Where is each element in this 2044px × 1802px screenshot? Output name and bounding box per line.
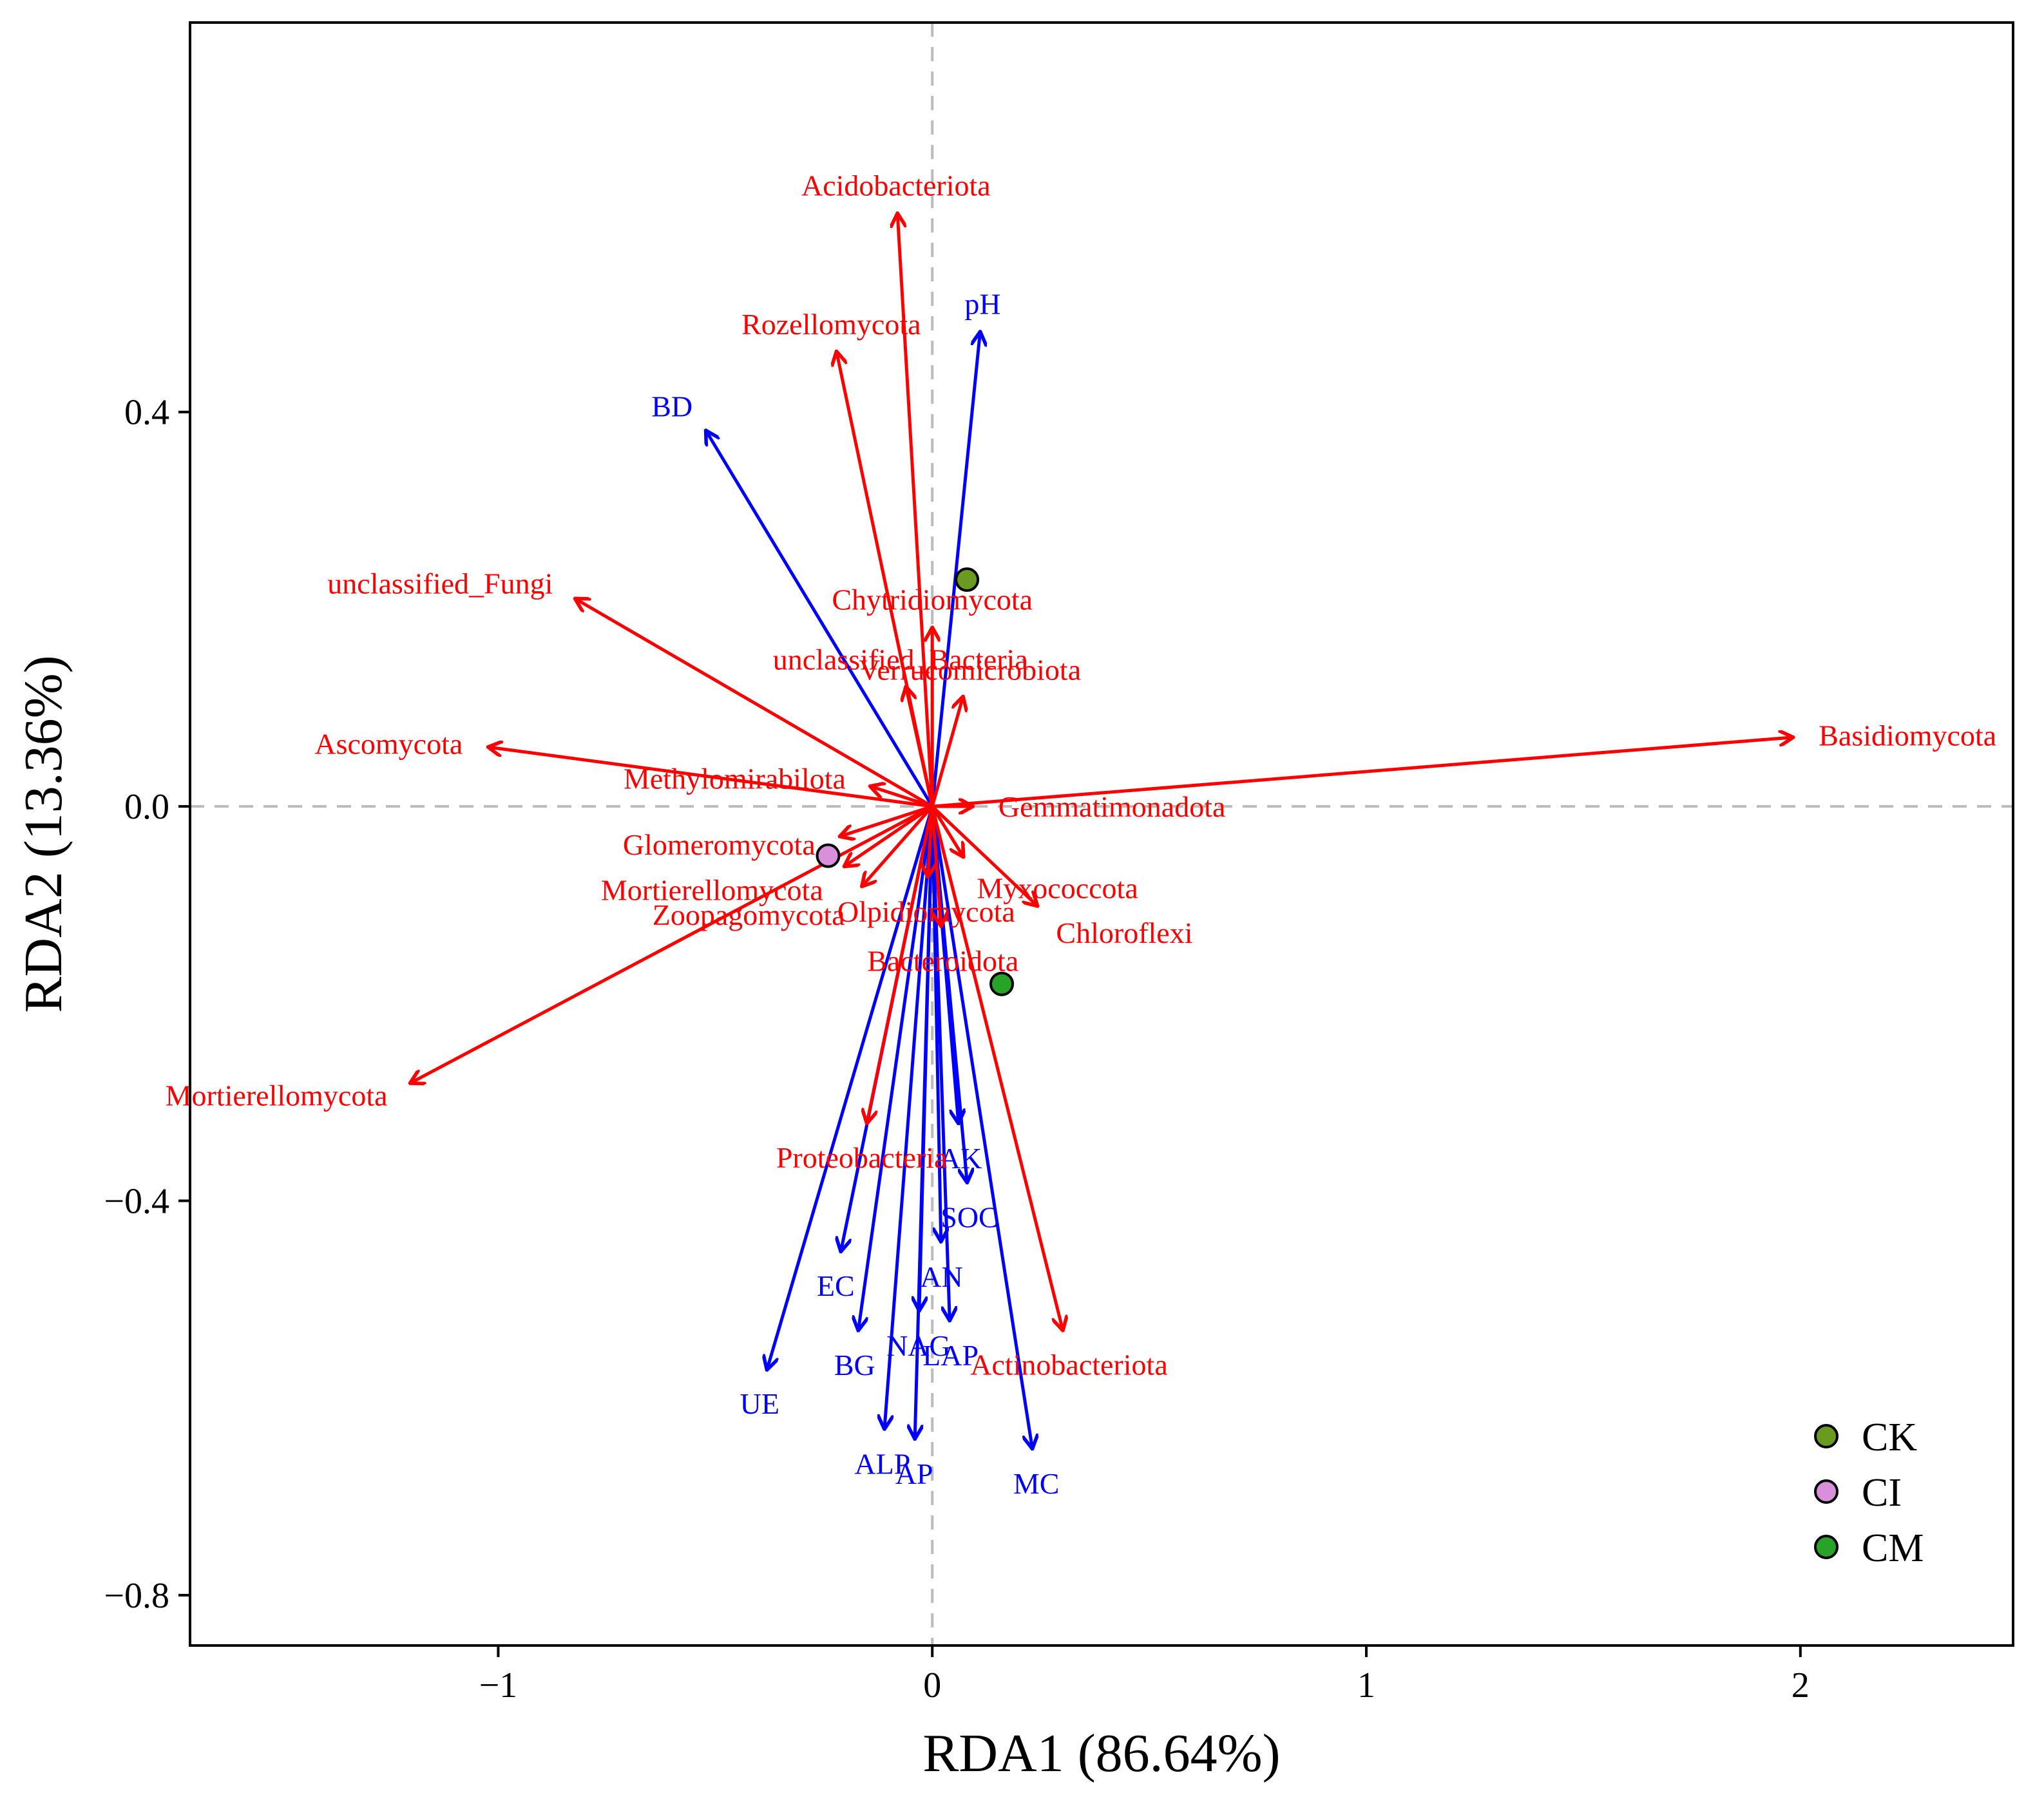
x-tick-label: 2: [1791, 1665, 1810, 1705]
species-vector-bacteroidota-16: [930, 806, 941, 925]
env-label-lap: LAP: [922, 1339, 979, 1372]
y-axis-title: RDA2 (13.36%): [14, 655, 73, 1012]
env-vector-ap: [915, 806, 934, 1437]
species-vector-unclassified-fungi-2: [577, 600, 933, 808]
sample-points: [816, 567, 1015, 996]
species-vectors: [412, 215, 1792, 1329]
env-vector-bd: [707, 432, 934, 808]
legend-label-ci: CI: [1862, 1471, 1902, 1515]
species-vector-unclassified-bacteria-5: [906, 688, 934, 807]
species-label-basidiomycota: Basidiomycota: [1819, 719, 1996, 752]
species-label-chytridiomycota: Chytridiomycota: [832, 583, 1033, 616]
env-label-ue: UE: [740, 1387, 779, 1420]
legend-label-cm: CM: [1862, 1526, 1924, 1570]
species-label-zoopagomycota: Zoopagomycota: [653, 898, 845, 931]
legend-marker-cm: [1814, 1535, 1839, 1559]
y-tick-label: 0.0: [124, 787, 169, 827]
sample-point-ck: [955, 567, 980, 593]
species-label-myxococcota: Myxococcota: [977, 871, 1138, 904]
env-label-an: AN: [920, 1260, 962, 1293]
legend-marker-ci: [1814, 1479, 1839, 1504]
axes: −1 0 1 2 0.4 0.0 −0.4 −0.8 RDA1 (86.64%) RDA2 (13…: [14, 393, 1810, 1783]
env-vector-bg: [859, 806, 934, 1329]
legend-marker-ck: [1814, 1424, 1839, 1448]
species-vector-actinobacteriota-19: [930, 806, 1062, 1329]
species-vector-acidobacteriota-0: [897, 215, 934, 807]
legend: CK CI CM: [1814, 1416, 1924, 1570]
species-label-bacteroidota: Bacteroidota: [867, 945, 1018, 978]
env-vector-alp: [884, 806, 934, 1428]
species-vector-glomeromycota-10: [841, 804, 933, 836]
env-label-ec: EC: [817, 1269, 855, 1302]
x-axis-title: RDA1 (86.64%): [922, 1723, 1280, 1783]
species-label-glomeromycota: Glomeromycota: [623, 828, 816, 861]
env-vector-ph: [930, 333, 980, 807]
species-label-unclassified-fungi: unclassified_Fungi: [327, 567, 553, 600]
species-vector-zoopagomycota-12: [863, 805, 934, 885]
species-vector-proteobacteria-18: [867, 806, 934, 1122]
env-label-ph: pH: [964, 287, 1000, 320]
plot-frame: [189, 21, 2014, 1647]
env-vector-ue: [767, 806, 934, 1369]
env-label-nag: NAG: [886, 1329, 951, 1362]
sample-point-ci: [816, 843, 841, 868]
env-label-bg: BG: [834, 1349, 875, 1381]
env-label-alp: ALP: [854, 1448, 910, 1481]
env-label-ak: AK: [939, 1142, 982, 1175]
env-label-ap: AP: [895, 1457, 933, 1490]
species-label-mortierellomycota: Mortierellomycota: [166, 1079, 388, 1112]
species-vector-chloroflexi-15: [931, 805, 1036, 905]
species-vector-methylomirabilota-7: [872, 787, 933, 808]
legend-label-ck: CK: [1862, 1416, 1917, 1459]
species-label-methylomirabilota: Methylomirabilota: [624, 763, 846, 795]
species-vector-verrucomicrobiota-6: [930, 698, 962, 807]
species-label-unclassified-bacteria: unclassified_Bacteria: [773, 643, 1028, 676]
env-label-soc: SOC: [941, 1201, 998, 1234]
env-label-mc: MC: [1013, 1467, 1060, 1500]
species-label-verrucomicrobiota: Verrucomicrobiota: [859, 653, 1081, 686]
species-vector-ascomycota-3: [490, 747, 933, 808]
species-label-chloroflexi: Chloroflexi: [1056, 916, 1192, 949]
species-label-mortierellomycota: Mortierellomycota: [601, 874, 823, 907]
species-vector-myxococcota-13: [931, 805, 962, 856]
species-label-gemmatimonadota: Gemmatimonadota: [998, 790, 1226, 823]
species-label-ascomycota: Ascomycota: [314, 728, 463, 761]
species-vector-mortierellomycota-11: [845, 805, 933, 866]
species-label-proteobacteria: Proteobacteria: [776, 1141, 948, 1174]
y-tick-label: −0.4: [104, 1182, 169, 1222]
env-vector-lap: [930, 806, 950, 1319]
sample-point-cm: [989, 971, 1015, 996]
y-tick-label: −0.8: [104, 1576, 169, 1616]
species-vector-basidiomycota-8: [932, 737, 1791, 808]
env-label-bd: BD: [651, 390, 692, 422]
species-label-actinobacteriota: Actinobacteriota: [970, 1348, 1168, 1381]
species-label-rozellomycota: Rozellomycota: [741, 308, 921, 341]
y-tick-label: 0.4: [124, 393, 169, 433]
species-label-olpidiomycota: Olpidiomycota: [837, 895, 1015, 928]
species-vector-mortierellomycota-17: [412, 804, 933, 1083]
species-label-acidobacteriota: Acidobacteriota: [801, 169, 991, 202]
x-tick-label: 0: [923, 1665, 941, 1705]
x-tick-label: 1: [1357, 1665, 1375, 1705]
x-tick-label: −1: [479, 1665, 518, 1705]
